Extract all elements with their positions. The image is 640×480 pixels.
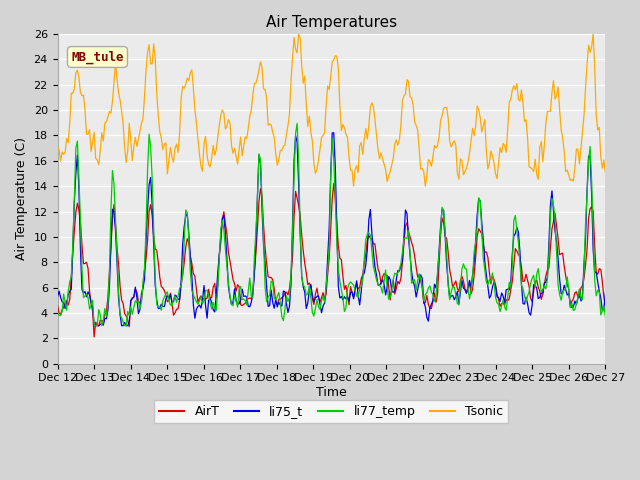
Legend: AirT, li75_t, li77_temp, Tsonic: AirT, li75_t, li77_temp, Tsonic <box>154 400 508 423</box>
X-axis label: Time: Time <box>316 386 347 399</box>
Title: Air Temperatures: Air Temperatures <box>266 15 397 30</box>
Y-axis label: Air Temperature (C): Air Temperature (C) <box>15 137 28 260</box>
Text: MB_tule: MB_tule <box>71 50 124 64</box>
